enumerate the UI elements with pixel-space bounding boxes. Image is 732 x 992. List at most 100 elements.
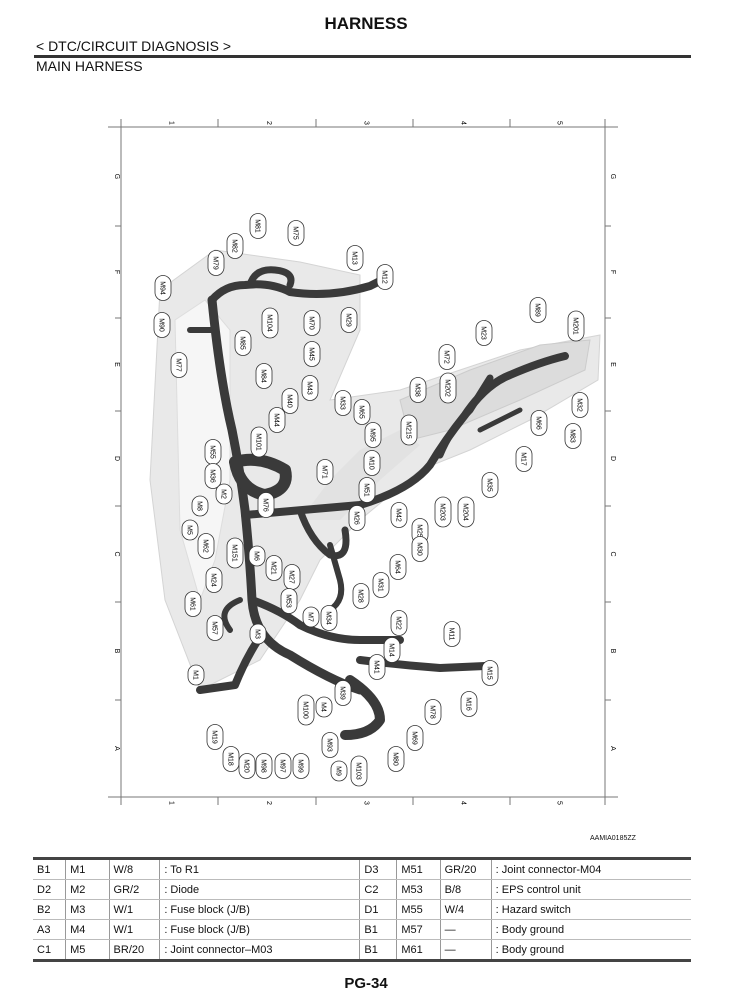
connector-label-m104: M104 bbox=[261, 307, 279, 339]
svg-text:M42: M42 bbox=[395, 508, 402, 522]
svg-text:M99: M99 bbox=[297, 759, 304, 773]
svg-text:M85: M85 bbox=[239, 336, 246, 350]
svg-text:M36: M36 bbox=[209, 469, 216, 483]
svg-text:M11: M11 bbox=[448, 627, 455, 640]
connector-label-m18: M18 bbox=[222, 746, 240, 772]
svg-text:M64: M64 bbox=[394, 560, 401, 574]
connector-label-m26: M26 bbox=[348, 505, 366, 531]
connector-label-m72: M72 bbox=[438, 344, 456, 370]
svg-text:M95: M95 bbox=[369, 428, 376, 442]
svg-text:M201: M201 bbox=[572, 317, 579, 335]
svg-text:M14: M14 bbox=[388, 643, 395, 657]
grid-cell: D2 bbox=[33, 879, 66, 900]
svg-text:M8: M8 bbox=[196, 501, 203, 511]
connector-label-m79: M79 bbox=[207, 250, 225, 276]
svg-text:M21: M21 bbox=[270, 561, 277, 575]
connector-no: M55 bbox=[396, 899, 441, 920]
connector-label-m39: M39 bbox=[334, 680, 352, 706]
connector-label-m12: M12 bbox=[376, 264, 394, 290]
description: : Body ground bbox=[490, 919, 691, 940]
svg-text:M83: M83 bbox=[569, 429, 576, 443]
svg-text:M101: M101 bbox=[255, 433, 262, 451]
column-label: 1 bbox=[168, 801, 175, 805]
svg-text:M55: M55 bbox=[209, 445, 216, 459]
column-label: 2 bbox=[265, 801, 272, 805]
column-label: 4 bbox=[460, 801, 467, 805]
svg-text:M25: M25 bbox=[416, 524, 423, 538]
connector-no: M57 bbox=[396, 919, 441, 940]
row-label: A bbox=[609, 746, 616, 751]
table-row: A3 M4 W/1: Fuse block (J/B) B1 M57—: Body gr… bbox=[33, 919, 691, 940]
svg-text:M6: M6 bbox=[253, 551, 260, 561]
color-pins: GR/20 bbox=[439, 858, 492, 880]
svg-text:M72: M72 bbox=[443, 350, 450, 364]
connector-label-m100: M100 bbox=[297, 694, 315, 726]
connector-label-m40: M40 bbox=[281, 388, 299, 414]
connector-label-m11: M11 bbox=[443, 621, 461, 647]
connector-label-m75: M75 bbox=[287, 220, 305, 246]
connector-label-m30: M30 bbox=[411, 536, 429, 562]
color-pins: W/4 bbox=[439, 899, 492, 920]
connector-no: M3 bbox=[65, 899, 110, 920]
svg-text:M22: M22 bbox=[395, 616, 402, 630]
connector-label-m44: M44 bbox=[268, 407, 286, 433]
svg-text:M89: M89 bbox=[534, 303, 541, 317]
connector-no: M51 bbox=[396, 858, 441, 880]
svg-text:M84: M84 bbox=[260, 369, 267, 383]
connector-no: M61 bbox=[396, 939, 441, 961]
connector-label-m101: M101 bbox=[250, 426, 268, 458]
connector-no: M2 bbox=[65, 879, 110, 900]
connector-label-m2: M2 bbox=[215, 483, 233, 505]
description: : To R1 bbox=[159, 858, 360, 880]
description: : Fuse block (J/B) bbox=[159, 899, 360, 920]
description: : Diode bbox=[159, 879, 360, 900]
svg-text:M43: M43 bbox=[306, 381, 313, 395]
connector-label-m93: M93 bbox=[321, 732, 339, 758]
svg-text:M23: M23 bbox=[480, 326, 487, 340]
svg-text:M90: M90 bbox=[158, 318, 165, 332]
svg-text:M104: M104 bbox=[266, 314, 273, 332]
svg-text:M41: M41 bbox=[373, 660, 380, 674]
connector-label-m51: M51 bbox=[358, 477, 376, 503]
connector-label-m55: M55 bbox=[204, 439, 222, 465]
connector-no: M5 bbox=[65, 939, 110, 961]
connector-label-m80: M80 bbox=[387, 746, 405, 772]
grid-frame: 1 1 2 2 3 3 4 4 5 5 G G F F E E D D C C B B A A bbox=[108, 119, 618, 805]
connector-label-m23: M23 bbox=[475, 320, 493, 346]
grid-cell: B1 bbox=[359, 919, 397, 940]
column-label: 3 bbox=[363, 801, 370, 805]
connector-label-m24: M24 bbox=[205, 567, 223, 593]
connector-label-m5: M5 bbox=[181, 519, 199, 541]
svg-text:M80: M80 bbox=[392, 752, 399, 766]
table-row: B2 M3 W/1: Fuse block (J/B) D1 M55 W/4: Hazar… bbox=[33, 899, 691, 920]
svg-text:M82: M82 bbox=[231, 239, 238, 253]
color-pins: GR/2 bbox=[108, 879, 160, 900]
connector-label-m57: M57 bbox=[206, 615, 224, 641]
svg-text:M51: M51 bbox=[363, 483, 370, 497]
svg-text:M35: M35 bbox=[486, 478, 493, 492]
connector-label-m76: M76 bbox=[257, 492, 275, 518]
svg-text:M204: M204 bbox=[462, 503, 469, 521]
grid-cell: A3 bbox=[33, 919, 66, 940]
svg-text:M9: M9 bbox=[335, 766, 342, 776]
connector-label-m28: M28 bbox=[352, 583, 370, 609]
svg-text:M10: M10 bbox=[368, 456, 375, 470]
row-label: G bbox=[113, 174, 120, 179]
connector-label-m62: M62 bbox=[197, 533, 215, 559]
connector-label-m10: M10 bbox=[363, 450, 381, 476]
connector-table: B1 M1 W/8: To R1 D3 M51 GR/20: Joint connecto… bbox=[33, 857, 691, 962]
connector-label-m151: M151 bbox=[226, 537, 244, 569]
svg-text:M100: M100 bbox=[302, 701, 309, 719]
description: : Fuse block (J/B) bbox=[159, 919, 360, 940]
color-pins: W/1 bbox=[108, 899, 160, 920]
connector-label-m99: M99 bbox=[292, 753, 310, 779]
svg-text:M93: M93 bbox=[326, 738, 333, 752]
connector-label-m34: M34 bbox=[320, 605, 338, 631]
grid-cell: C1 bbox=[37, 943, 52, 956]
grid-cell: D3 bbox=[359, 858, 397, 880]
connector-label-m53: M53 bbox=[280, 588, 298, 614]
svg-text:M16: M16 bbox=[465, 697, 472, 711]
connector-label-m84: M84 bbox=[255, 363, 273, 389]
description: : Joint connector-M04 bbox=[490, 858, 691, 880]
connector-no: M53 bbox=[396, 879, 441, 900]
